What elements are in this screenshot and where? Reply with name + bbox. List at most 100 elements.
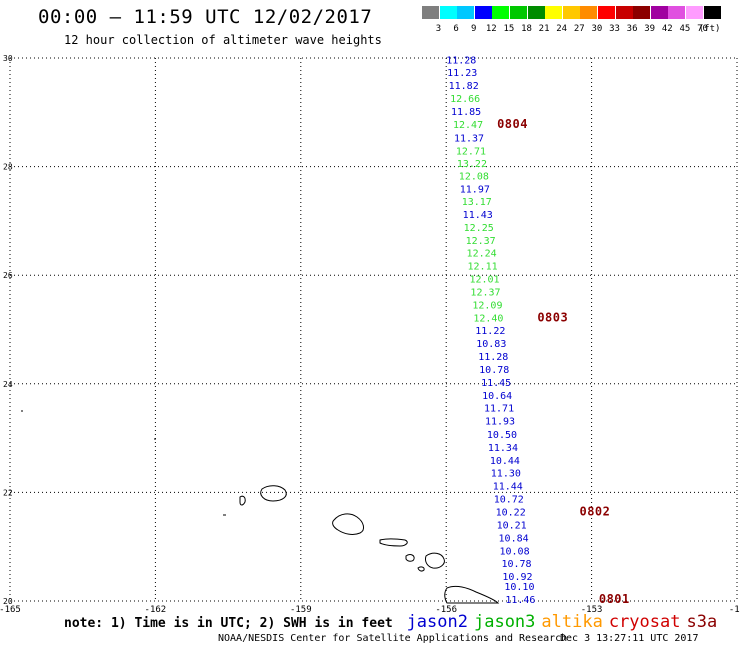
legend-swatch [703, 6, 721, 19]
lon-tick-label: -159 [290, 605, 312, 615]
swh-label: 11.28 [446, 56, 476, 67]
legend-swatch [562, 6, 580, 19]
swh-label: 10.84 [499, 533, 529, 544]
satellite-name: jason2 [406, 612, 468, 632]
swh-label: 12.01 [469, 274, 499, 285]
hawaii-island-oahu [332, 513, 365, 535]
swh-label: 12.37 [466, 236, 496, 247]
swh-label: 11.82 [449, 81, 479, 92]
swh-label: 11.34 [488, 443, 518, 454]
pass-time-label: 0802 [579, 504, 610, 518]
legend-swatch [545, 6, 563, 19]
legend-bin-label: 36 [626, 24, 638, 34]
swh-label: 10.22 [496, 507, 526, 518]
generation-timestamp: Dec 3 13:27:11 UTC 2017 [560, 633, 699, 644]
hawaii-island-lanai [405, 554, 415, 562]
swh-label: 12.47 [453, 120, 483, 131]
swh-label: 11.23 [447, 68, 477, 79]
swh-label: 12.71 [456, 146, 486, 157]
swh-label: 11.71 [484, 404, 514, 415]
swh-label: 10.72 [494, 494, 524, 505]
legend-bin-label: 39 [644, 24, 656, 34]
legend-bin-label: 12 [485, 24, 497, 34]
legend-swatch [439, 6, 457, 19]
swh-label: 10.64 [482, 391, 512, 402]
swh-label: 11.22 [475, 326, 505, 337]
pass-time-label: 0804 [497, 117, 528, 131]
legend-swatch [598, 6, 615, 19]
legend-swatch [633, 6, 651, 19]
legend-note: note: 1) Time is in UTC; 2) SWH is in fe… [64, 612, 717, 632]
legend-bin-label: 70 [697, 24, 708, 34]
legend-bin-label: 15 [503, 24, 515, 34]
lon-tick-label: -156 [435, 605, 457, 615]
satellite-name: cryosat [608, 612, 681, 632]
map-title: 00:00 — 11:59 UTC 12/02/2017 [38, 6, 373, 28]
swh-label: 11.44 [493, 481, 523, 492]
swh-label: 10.78 [501, 559, 531, 570]
pass-time-labels: 0804 0803 0802 0801 [497, 117, 630, 606]
credit-line: NOAA/NESDIS Center for Satellite Applica… [218, 633, 568, 644]
swh-label: 10.83 [476, 339, 506, 350]
swh-label: 12.25 [464, 223, 494, 234]
legend-swatch [457, 6, 475, 19]
lat-tick-label: 22 [3, 488, 13, 497]
swh-label: 11.37 [454, 133, 484, 144]
legend-bin-label: 30 [591, 24, 603, 34]
swh-label: 11.46 [505, 595, 535, 606]
hawaii-island-niihau [239, 495, 246, 506]
hawaii-island-maui [425, 552, 445, 569]
legend-swatch [422, 6, 439, 19]
swh-label: 12.37 [470, 287, 500, 298]
wave-height-legend: 3 6 9 12 15 18 21 24 27 30 33 36 39 42 45 70 (ft) [422, 6, 729, 34]
swh-label: 12.09 [472, 301, 502, 312]
legend-swatch [510, 6, 527, 19]
swh-label: 13.17 [462, 197, 492, 208]
legend-swatch [527, 6, 545, 19]
legend-swatch [492, 6, 510, 19]
legend-swatch [686, 6, 703, 19]
swh-label: 13.22 [457, 159, 487, 170]
legend-bin-label: 21 [538, 24, 550, 34]
swh-label: 12.40 [473, 314, 503, 325]
swh-label: 10.10 [504, 582, 534, 593]
pass-time-label: 0801 [599, 592, 630, 606]
lon-tick-label: -165 [0, 605, 21, 615]
swh-label: 12.66 [450, 94, 480, 105]
satellite-legend: jason2 jason3 altika cryosat s3a [401, 612, 718, 632]
swh-label: 11.43 [463, 210, 493, 221]
hawaii-coastline [21, 410, 500, 604]
swh-label: 11.45 [481, 378, 511, 389]
legend-bin-label: 6 [453, 24, 459, 34]
legend-swatch [474, 6, 492, 19]
swh-label: 12.11 [468, 261, 498, 272]
swh-label: 10.21 [497, 520, 527, 531]
legend-bin-label: 33 [609, 24, 620, 34]
swh-label: 10.92 [502, 572, 532, 583]
hawaii-island-kahoolawe [417, 566, 425, 572]
legend-bin-label: 42 [661, 24, 673, 34]
swh-label: 10.78 [479, 365, 509, 376]
legend-unit: (ft) [698, 24, 721, 34]
legend-bin-label: 3 [435, 24, 442, 34]
satellite-name: s3a [686, 612, 718, 632]
legend-swatch [668, 6, 686, 19]
hawaii-island-molokai [379, 538, 408, 547]
lat-tick-label: 26 [3, 271, 13, 280]
swh-label: 11.97 [460, 184, 490, 195]
lon-tick-label: -153 [581, 605, 603, 615]
swh-label: 10.50 [487, 430, 517, 441]
hawaii-island-kauai [260, 485, 287, 502]
lon-tick-label: -15 [729, 605, 740, 615]
hawaii-island-big [444, 585, 500, 604]
legend-swatch [615, 6, 633, 19]
legend-bin-label: 18 [521, 24, 532, 34]
lat-tick-label: 20 [3, 597, 13, 606]
legend-bin-label: 27 [573, 24, 585, 34]
jason-track-labels: 11.2811.2311.8212.6611.8512.4711.3712.71… [446, 56, 535, 606]
map-subtitle: 12 hour collection of altimeter wave hei… [64, 33, 382, 47]
swh-label: 11.30 [491, 468, 521, 479]
lat-lon-grid [9, 57, 738, 602]
swh-label: 12.08 [459, 171, 489, 182]
